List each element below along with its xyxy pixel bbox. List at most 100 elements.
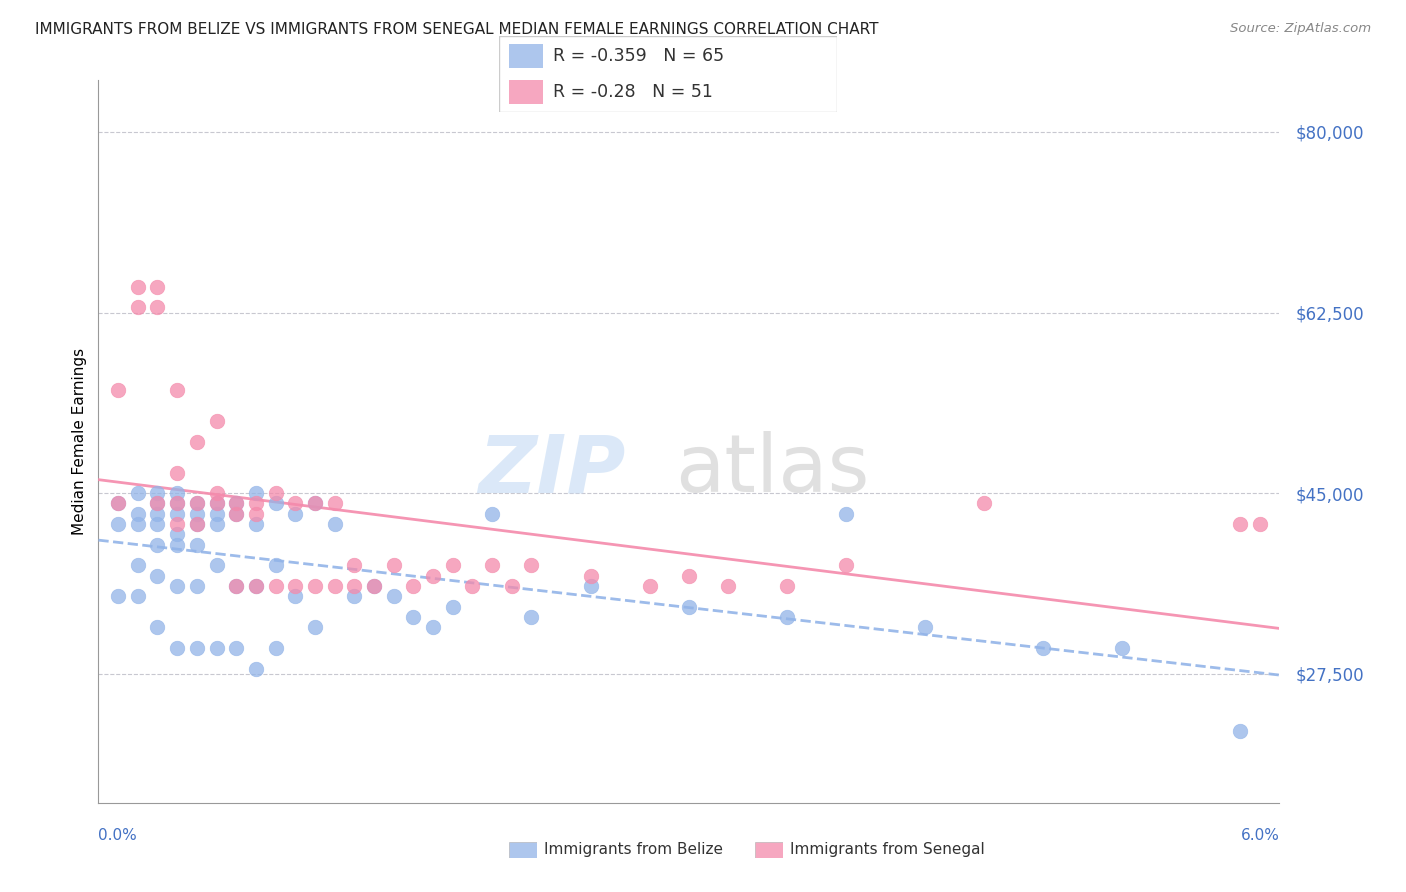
Point xyxy=(186,434,208,449)
Point xyxy=(107,590,129,604)
Point xyxy=(225,579,247,593)
Point xyxy=(205,640,228,655)
Point xyxy=(323,517,346,532)
Point xyxy=(304,496,326,510)
Point xyxy=(146,517,169,532)
Point xyxy=(146,486,169,500)
Text: ZIP: ZIP xyxy=(478,432,626,509)
Point xyxy=(166,383,188,397)
Text: Source: ZipAtlas.com: Source: ZipAtlas.com xyxy=(1230,22,1371,36)
Point xyxy=(186,507,208,521)
Point xyxy=(245,486,267,500)
Point xyxy=(1249,517,1271,532)
Point xyxy=(146,568,169,582)
Text: Immigrants from Senegal: Immigrants from Senegal xyxy=(790,842,986,856)
Point xyxy=(678,568,700,582)
Point xyxy=(1229,723,1251,738)
Point xyxy=(284,496,307,510)
Point xyxy=(363,579,385,593)
Point xyxy=(205,486,228,500)
Point xyxy=(107,517,129,532)
Point xyxy=(284,507,307,521)
Point xyxy=(343,558,366,573)
Point xyxy=(678,599,700,614)
Point xyxy=(579,579,602,593)
Point xyxy=(146,496,169,510)
Point xyxy=(127,517,149,532)
Point xyxy=(225,579,247,593)
Point xyxy=(186,579,208,593)
Point xyxy=(245,507,267,521)
Point xyxy=(245,662,267,676)
Point xyxy=(382,558,405,573)
Point xyxy=(205,496,228,510)
Point xyxy=(186,496,208,510)
Text: 6.0%: 6.0% xyxy=(1240,829,1279,843)
Point xyxy=(264,496,287,510)
Point xyxy=(323,579,346,593)
Point xyxy=(363,579,385,593)
Point xyxy=(186,517,208,532)
Point xyxy=(166,527,188,541)
Point xyxy=(225,496,247,510)
Point xyxy=(717,579,740,593)
Bar xyxy=(509,79,543,104)
Point xyxy=(245,579,267,593)
Point xyxy=(304,620,326,634)
Point xyxy=(776,610,799,624)
Point xyxy=(225,507,247,521)
Point xyxy=(205,507,228,521)
Point xyxy=(225,640,247,655)
Text: Immigrants from Belize: Immigrants from Belize xyxy=(544,842,723,856)
Point xyxy=(127,507,149,521)
Point xyxy=(225,507,247,521)
Point xyxy=(422,568,444,582)
Point xyxy=(501,579,523,593)
Point xyxy=(166,517,188,532)
Point xyxy=(441,599,464,614)
Point xyxy=(245,579,267,593)
Point xyxy=(245,517,267,532)
Point xyxy=(107,383,129,397)
Point xyxy=(382,590,405,604)
Point xyxy=(107,496,129,510)
Point xyxy=(166,640,188,655)
Point xyxy=(284,590,307,604)
Point xyxy=(264,640,287,655)
Point xyxy=(127,279,149,293)
Point xyxy=(166,466,188,480)
Point xyxy=(205,496,228,510)
Point xyxy=(422,620,444,634)
Point xyxy=(914,620,936,634)
Point xyxy=(481,558,503,573)
Point xyxy=(264,486,287,500)
Point xyxy=(146,620,169,634)
Point xyxy=(284,579,307,593)
Point xyxy=(166,579,188,593)
Point xyxy=(245,496,267,510)
Point xyxy=(304,496,326,510)
Point xyxy=(264,579,287,593)
Point xyxy=(776,579,799,593)
Text: atlas: atlas xyxy=(675,432,869,509)
Text: 0.0%: 0.0% xyxy=(98,829,138,843)
Point xyxy=(205,558,228,573)
Point xyxy=(127,301,149,315)
Point xyxy=(107,496,129,510)
Point xyxy=(166,496,188,510)
Point xyxy=(461,579,484,593)
Point xyxy=(343,590,366,604)
Point xyxy=(146,301,169,315)
Text: R = -0.28   N = 51: R = -0.28 N = 51 xyxy=(553,83,713,101)
Point xyxy=(146,507,169,521)
Point xyxy=(1111,640,1133,655)
Point xyxy=(127,558,149,573)
Point xyxy=(343,579,366,593)
Point xyxy=(127,486,149,500)
Point xyxy=(973,496,995,510)
Point xyxy=(323,496,346,510)
Point xyxy=(146,279,169,293)
Point xyxy=(205,517,228,532)
Point xyxy=(186,538,208,552)
Point xyxy=(166,507,188,521)
